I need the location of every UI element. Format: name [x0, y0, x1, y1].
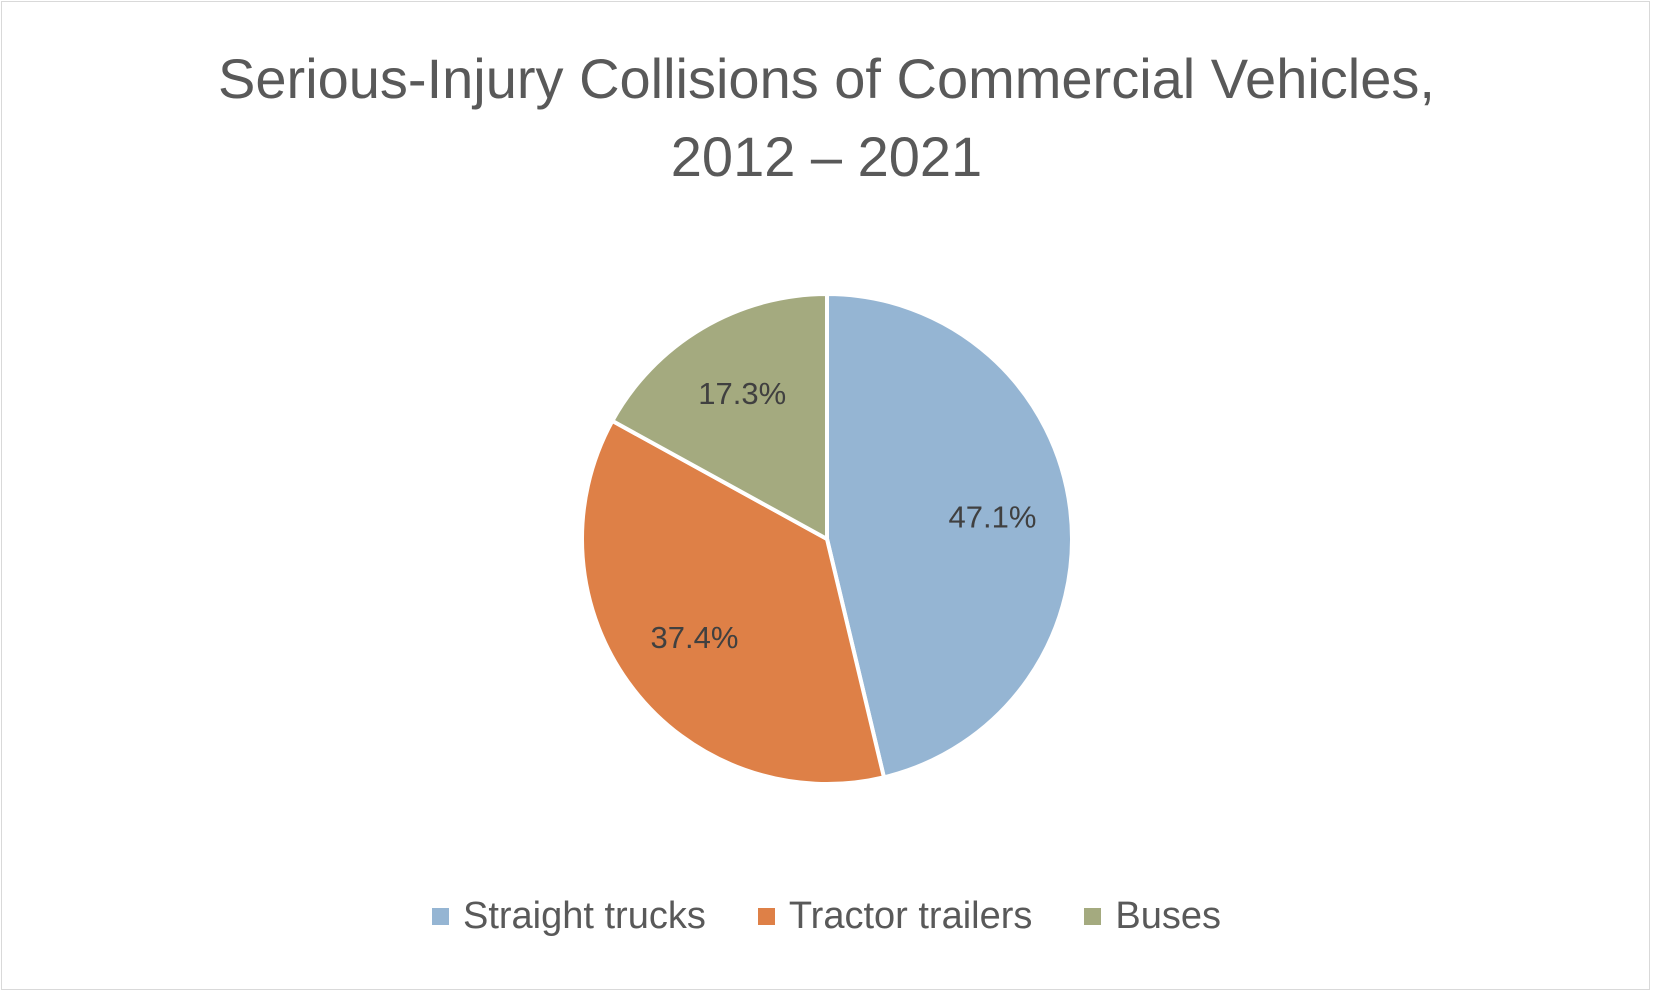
pie-slices — [580, 292, 1074, 786]
legend-item-straight-trucks: Straight trucks — [431, 895, 706, 938]
legend-swatch-straight-trucks — [431, 908, 449, 925]
legend-item-buses: Buses — [1084, 895, 1221, 938]
pie-slice-tractor-trailers — [580, 418, 886, 786]
legend: Straight trucks Tractor trailers Buses — [0, 895, 1653, 938]
chart-title: Serious-Injury Collisions of Commercial … — [0, 40, 1653, 196]
legend-item-tractor-trailers: Tractor trailers — [757, 895, 1033, 938]
chart-title-line-1: Serious-Injury Collisions of Commercial … — [218, 47, 1435, 110]
legend-swatch-tractor-trailers — [757, 908, 775, 925]
data-label-straight-trucks: 47.1% — [949, 500, 1037, 535]
pie-data-labels: 47.1% 37.4% 17.3% — [651, 376, 1037, 655]
data-label-buses: 17.3% — [698, 376, 786, 411]
chart-title-line-2: 2012 – 2021 — [670, 125, 983, 188]
legend-label-tractor-trailers: Tractor trailers — [788, 895, 1033, 937]
legend-swatch-buses — [1084, 908, 1102, 925]
pie-slice-buses — [610, 292, 829, 541]
legend-label-straight-trucks: Straight trucks — [462, 895, 706, 937]
data-label-tractor-trailers: 37.4% — [651, 620, 739, 655]
pie-slice-straight-trucks — [825, 292, 1074, 780]
legend-label-buses: Buses — [1115, 895, 1221, 937]
